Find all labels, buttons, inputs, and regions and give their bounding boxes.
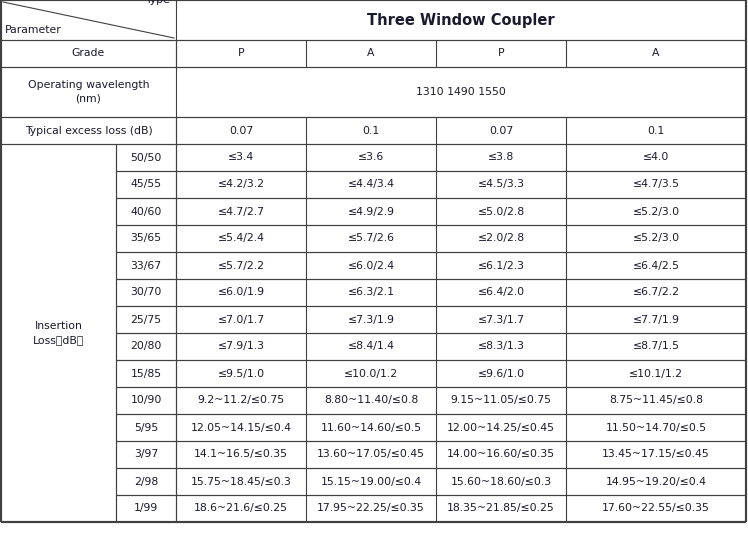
Text: 18.35~21.85/≤0.25: 18.35~21.85/≤0.25 <box>447 504 555 513</box>
Text: 5/95: 5/95 <box>134 423 158 432</box>
Text: ≤6.0/2.4: ≤6.0/2.4 <box>347 261 394 270</box>
Text: ≤5.7/2.2: ≤5.7/2.2 <box>218 261 265 270</box>
Text: 11.50~14.70/≤0.5: 11.50~14.70/≤0.5 <box>605 423 707 432</box>
Text: 8.75~11.45/≤0.8: 8.75~11.45/≤0.8 <box>609 395 703 406</box>
Text: ≤8.3/1.3: ≤8.3/1.3 <box>477 341 524 352</box>
Text: 14.1~16.5/≤0.35: 14.1~16.5/≤0.35 <box>194 450 288 459</box>
Text: ≤3.6: ≤3.6 <box>358 153 384 162</box>
Text: 14.00~16.60/≤0.35: 14.00~16.60/≤0.35 <box>447 450 555 459</box>
Text: Operating wavelength
(nm): Operating wavelength (nm) <box>28 81 150 103</box>
Text: Insertion
Loss（dB）: Insertion Loss（dB） <box>33 321 85 345</box>
Text: ≤4.9/2.9: ≤4.9/2.9 <box>348 207 394 216</box>
Text: P: P <box>238 49 245 58</box>
Text: 15.15~19.00/≤0.4: 15.15~19.00/≤0.4 <box>320 477 422 486</box>
Text: ≤8.4/1.4: ≤8.4/1.4 <box>348 341 394 352</box>
Text: Parameter: Parameter <box>5 25 62 35</box>
Text: ≤10.0/1.2: ≤10.0/1.2 <box>344 368 398 379</box>
Text: ≤7.3/1.9: ≤7.3/1.9 <box>348 314 394 325</box>
Text: P: P <box>497 49 504 58</box>
Text: 17.95~22.25/≤0.35: 17.95~22.25/≤0.35 <box>317 504 425 513</box>
Text: 15/85: 15/85 <box>130 368 162 379</box>
Text: ≤6.1/2.3: ≤6.1/2.3 <box>477 261 524 270</box>
Text: Three Window Coupler: Three Window Coupler <box>367 12 555 28</box>
Text: ≤7.7/1.9: ≤7.7/1.9 <box>633 314 679 325</box>
Text: 3/97: 3/97 <box>134 450 158 459</box>
Text: ≤4.2/3.2: ≤4.2/3.2 <box>218 180 265 189</box>
Text: 15.60~18.60/≤0.3: 15.60~18.60/≤0.3 <box>450 477 551 486</box>
Text: 11.60~14.60/≤0.5: 11.60~14.60/≤0.5 <box>320 423 422 432</box>
Text: ≤7.0/1.7: ≤7.0/1.7 <box>218 314 265 325</box>
Text: ≤5.2/3.0: ≤5.2/3.0 <box>633 207 680 216</box>
Text: ≤7.9/1.3: ≤7.9/1.3 <box>218 341 265 352</box>
Text: 50/50: 50/50 <box>130 153 162 162</box>
Text: ≤3.4: ≤3.4 <box>228 153 254 162</box>
Text: ≤4.5/3.3: ≤4.5/3.3 <box>477 180 524 189</box>
Text: ≤2.0/2.8: ≤2.0/2.8 <box>477 234 524 243</box>
Text: 0.07: 0.07 <box>229 126 253 135</box>
Text: 20/80: 20/80 <box>130 341 162 352</box>
Text: 18.6~21.6/≤0.25: 18.6~21.6/≤0.25 <box>194 504 288 513</box>
Text: 13.60~17.05/≤0.45: 13.60~17.05/≤0.45 <box>317 450 425 459</box>
Text: ≤6.7/2.2: ≤6.7/2.2 <box>633 287 679 298</box>
Text: ≤9.6/1.0: ≤9.6/1.0 <box>477 368 524 379</box>
Text: ≤4.0: ≤4.0 <box>643 153 669 162</box>
Text: Typical excess loss (dB): Typical excess loss (dB) <box>25 126 153 135</box>
Text: 9.15~11.05/≤0.75: 9.15~11.05/≤0.75 <box>450 395 551 406</box>
Text: 33/67: 33/67 <box>130 261 162 270</box>
Text: ≤4.4/3.4: ≤4.4/3.4 <box>348 180 394 189</box>
Text: 40/60: 40/60 <box>130 207 162 216</box>
Text: Grade: Grade <box>72 49 105 58</box>
Text: ≤3.8: ≤3.8 <box>488 153 514 162</box>
Text: ≤10.1/1.2: ≤10.1/1.2 <box>629 368 683 379</box>
Text: 25/75: 25/75 <box>130 314 162 325</box>
Text: ≤4.7/2.7: ≤4.7/2.7 <box>218 207 265 216</box>
Text: ≤7.3/1.7: ≤7.3/1.7 <box>477 314 524 325</box>
Text: 10/90: 10/90 <box>130 395 162 406</box>
Text: 35/65: 35/65 <box>130 234 162 243</box>
Text: 0.1: 0.1 <box>362 126 380 135</box>
Text: 13.45~17.15/≤0.45: 13.45~17.15/≤0.45 <box>602 450 710 459</box>
Text: 2/98: 2/98 <box>134 477 158 486</box>
Text: ≤5.0/2.8: ≤5.0/2.8 <box>477 207 524 216</box>
Text: 1/99: 1/99 <box>134 504 158 513</box>
Text: ≤6.3/2.1: ≤6.3/2.1 <box>348 287 394 298</box>
Text: 30/70: 30/70 <box>130 287 162 298</box>
Text: 14.95~19.20/≤0.4: 14.95~19.20/≤0.4 <box>605 477 707 486</box>
Text: 15.75~18.45/≤0.3: 15.75~18.45/≤0.3 <box>191 477 292 486</box>
Text: 8.80~11.40/≤0.8: 8.80~11.40/≤0.8 <box>324 395 418 406</box>
Text: ≤4.7/3.5: ≤4.7/3.5 <box>633 180 679 189</box>
Text: 0.1: 0.1 <box>647 126 665 135</box>
Text: 12.05~14.15/≤0.4: 12.05~14.15/≤0.4 <box>191 423 292 432</box>
Text: A: A <box>367 49 375 58</box>
Text: Type: Type <box>145 0 170 5</box>
Text: ≤5.2/3.0: ≤5.2/3.0 <box>633 234 680 243</box>
Text: 0.07: 0.07 <box>489 126 513 135</box>
Text: ≤6.0/1.9: ≤6.0/1.9 <box>218 287 265 298</box>
Text: ≤5.4/2.4: ≤5.4/2.4 <box>218 234 265 243</box>
Text: 9.2~11.2/≤0.75: 9.2~11.2/≤0.75 <box>197 395 284 406</box>
Text: ≤9.5/1.0: ≤9.5/1.0 <box>218 368 265 379</box>
Text: 12.00~14.25/≤0.45: 12.00~14.25/≤0.45 <box>447 423 555 432</box>
Text: 45/55: 45/55 <box>130 180 162 189</box>
Text: ≤6.4/2.0: ≤6.4/2.0 <box>477 287 524 298</box>
Text: A: A <box>652 49 660 58</box>
Text: ≤8.7/1.5: ≤8.7/1.5 <box>633 341 679 352</box>
Text: 17.60~22.55/≤0.35: 17.60~22.55/≤0.35 <box>602 504 710 513</box>
Text: ≤6.4/2.5: ≤6.4/2.5 <box>633 261 679 270</box>
Text: ≤5.7/2.6: ≤5.7/2.6 <box>348 234 394 243</box>
Text: 1310 1490 1550: 1310 1490 1550 <box>416 87 506 97</box>
